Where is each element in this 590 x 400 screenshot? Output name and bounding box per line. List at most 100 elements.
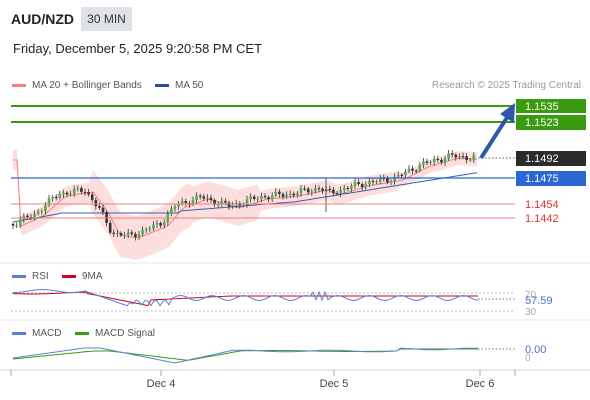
macd-line: [12, 347, 479, 364]
candle-body: [76, 188, 80, 190]
candle-body: [155, 223, 159, 225]
candle-body: [407, 168, 411, 172]
candle-body: [134, 234, 137, 238]
candle-body: [98, 206, 101, 208]
candle-body: [130, 232, 134, 235]
candle-body: [263, 196, 267, 198]
candle-body: [458, 156, 461, 158]
candle-body: [242, 204, 245, 206]
candle-body: [360, 184, 364, 188]
macd-signal-swatch: [75, 331, 89, 335]
candle-body: [90, 194, 94, 200]
candle-body: [418, 164, 422, 171]
legend-rsi-ma-label: 9MA: [82, 271, 103, 282]
candle-body: [40, 210, 44, 212]
candle-body: [65, 192, 69, 195]
candle-body: [429, 162, 432, 164]
level-1454-text: 1.1454: [525, 199, 559, 211]
candle-body: [454, 154, 458, 158]
candle-body: [231, 205, 234, 207]
forecast-arrow: [479, 114, 510, 160]
candle-body: [36, 211, 40, 214]
candle-body: [321, 188, 324, 191]
legend-rsi-label: RSI: [32, 271, 49, 282]
candle-body: [108, 222, 112, 233]
forecast-arrowhead: [500, 103, 515, 123]
candle-body: [209, 197, 213, 200]
candle-body: [191, 199, 195, 205]
candle-body: [47, 198, 51, 206]
timeframe-badge[interactable]: 30 MIN: [81, 7, 132, 31]
candle-body: [436, 159, 440, 161]
candle-body: [386, 178, 389, 183]
macd-swatch: [12, 331, 26, 335]
candle-body: [51, 196, 54, 199]
candle-body: [126, 232, 130, 236]
candle-body: [54, 196, 58, 198]
x-label-dec6: Dec 6: [466, 378, 495, 390]
candle-body: [368, 180, 371, 185]
candle-body: [350, 185, 353, 189]
candle-body: [461, 156, 465, 158]
candle-body: [274, 191, 278, 196]
candle-body: [148, 228, 152, 230]
candle-body: [393, 176, 396, 182]
candle-body: [15, 225, 18, 227]
rsi-swatch: [12, 274, 26, 278]
level-tag-target-1: [516, 99, 586, 113]
candle-body: [447, 153, 450, 159]
legend-macd-label: MACD: [32, 328, 62, 339]
legend-ma50: MA 50: [155, 80, 203, 91]
candle-body: [11, 224, 15, 226]
candle-body: [303, 188, 306, 190]
candle-body: [26, 215, 29, 218]
timestamp: Friday, December 5, 2025 9:20:58 PM CET: [13, 41, 263, 56]
candle-body: [202, 196, 206, 199]
macd-signal-line: [12, 348, 478, 361]
legend-ma20: MA 20 + Bollinger Bands: [12, 80, 142, 91]
candle-body: [180, 201, 184, 205]
legend-macd: MACD: [12, 328, 61, 339]
bollinger-band: [13, 150, 477, 260]
candle-body: [468, 159, 472, 161]
candle-body: [371, 180, 375, 182]
candle-body: [170, 208, 173, 214]
candle-body: [270, 195, 274, 200]
macd-value: 0.00: [525, 344, 546, 356]
x-label-dec5: Dec 5: [320, 378, 349, 390]
candle-body: [465, 156, 468, 160]
candle-body: [389, 181, 393, 183]
candle-body: [443, 158, 447, 163]
level-tag-target-2: [516, 115, 586, 130]
candle-body: [94, 199, 98, 207]
level-tag-current: [516, 151, 586, 166]
candle-body: [332, 189, 335, 194]
candle-body: [159, 223, 162, 226]
candle-body: [364, 184, 368, 188]
candle-body: [472, 155, 476, 160]
candle-body: [224, 200, 227, 203]
candle-body: [296, 193, 299, 196]
candle-body: [317, 188, 321, 190]
candle-body: [123, 235, 126, 237]
candle-body: [152, 224, 155, 229]
level-tag-pivot: [516, 171, 586, 186]
candle-body: [249, 196, 252, 200]
rsi-30-label: 30: [525, 307, 537, 318]
candle-body: [162, 222, 166, 226]
legend-ma50-label: MA 50: [175, 80, 204, 91]
candle-body: [87, 192, 90, 195]
candle-body: [83, 191, 87, 193]
copyright: Research © 2025 Trading Central: [431, 80, 581, 91]
candle-body: [44, 205, 47, 211]
ma50-line: [12, 172, 478, 223]
candle-body: [310, 191, 314, 193]
macd-zero-label: 0: [525, 353, 531, 364]
candle-body: [400, 174, 404, 176]
candlestick-series: [11, 150, 476, 241]
candle-body: [213, 199, 216, 205]
rsi-70-label: 70: [525, 290, 537, 301]
candle-body: [414, 170, 418, 172]
candle-body: [18, 219, 22, 226]
